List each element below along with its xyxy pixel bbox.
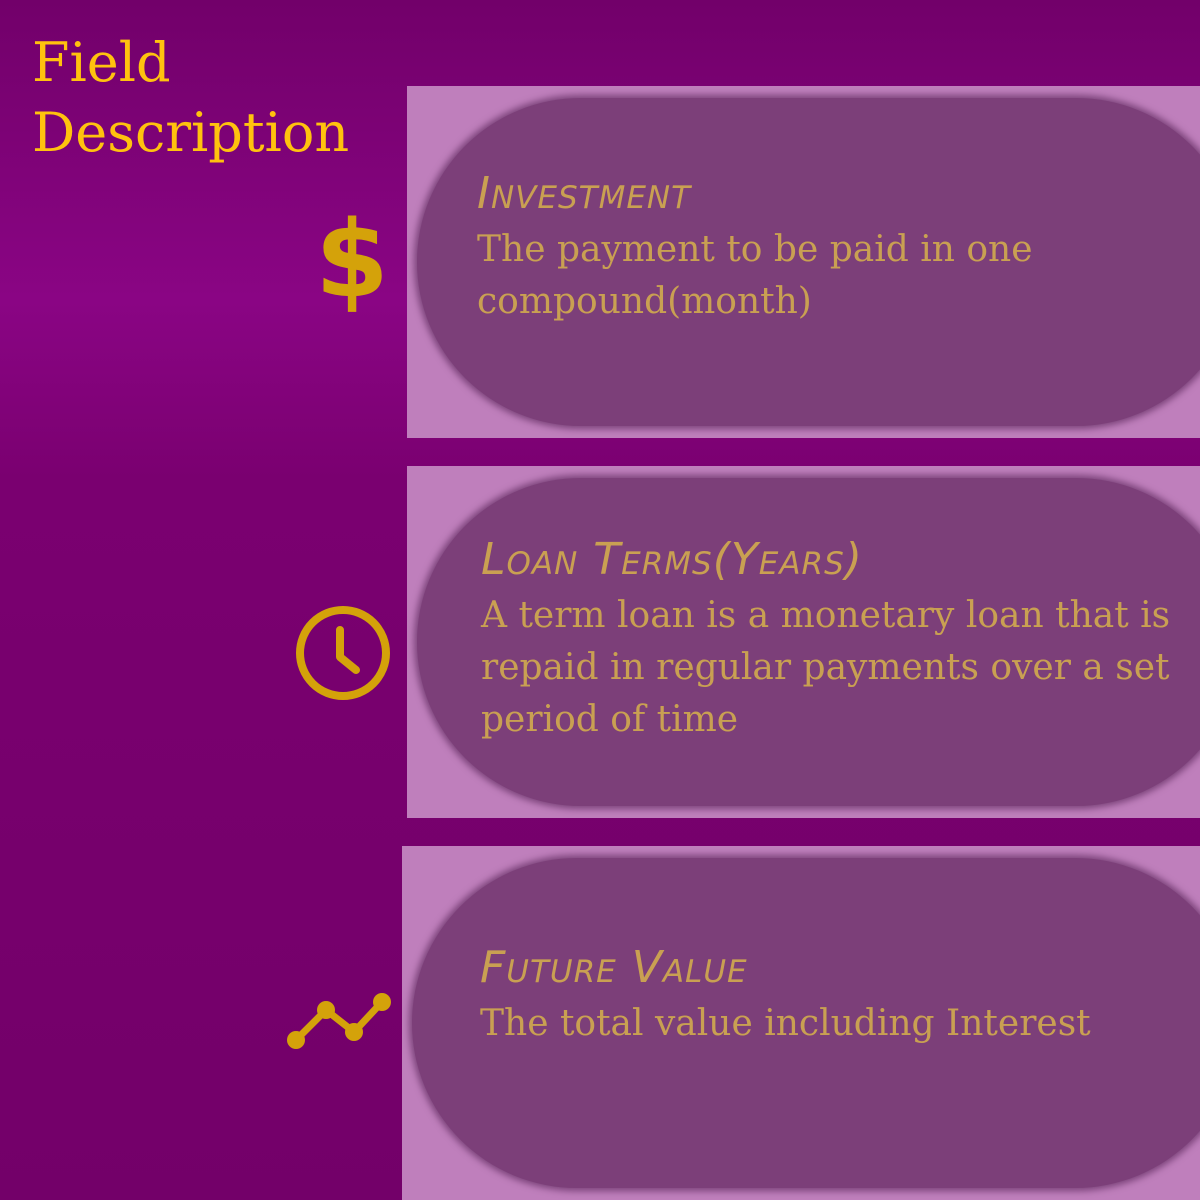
- page-title: Field Description: [32, 31, 350, 164]
- field-name: Investment: [477, 168, 692, 219]
- field-description: The payment to be paid in one compound(m…: [477, 229, 1033, 322]
- field-card-pill: [417, 98, 1200, 426]
- field-description: A term loan is a monetary loan that is r…: [481, 595, 1171, 740]
- clock-icon: [296, 606, 390, 700]
- field-name: Loan Terms(Years): [481, 534, 863, 585]
- field-card-investment: Investment The payment to be paid in one…: [407, 86, 1200, 438]
- field-card-text: Loan Terms(Years) A term loan is a monet…: [481, 534, 1190, 746]
- field-name: Future Value: [480, 942, 748, 993]
- field-description: The total value including Interest: [480, 1003, 1091, 1044]
- field-card-pill: [412, 858, 1200, 1188]
- dollar-icon: $: [315, 198, 389, 321]
- field-card-pill: [417, 478, 1200, 806]
- field-card-text: Future Value The total value including I…: [480, 942, 1180, 1050]
- field-card-text: Investment The payment to be paid in one…: [477, 168, 1180, 328]
- trending-up-icon: [287, 993, 391, 1049]
- field-card-loan-terms: Loan Terms(Years) A term loan is a monet…: [407, 466, 1200, 818]
- field-card-future-value: Future Value The total value including I…: [402, 846, 1200, 1200]
